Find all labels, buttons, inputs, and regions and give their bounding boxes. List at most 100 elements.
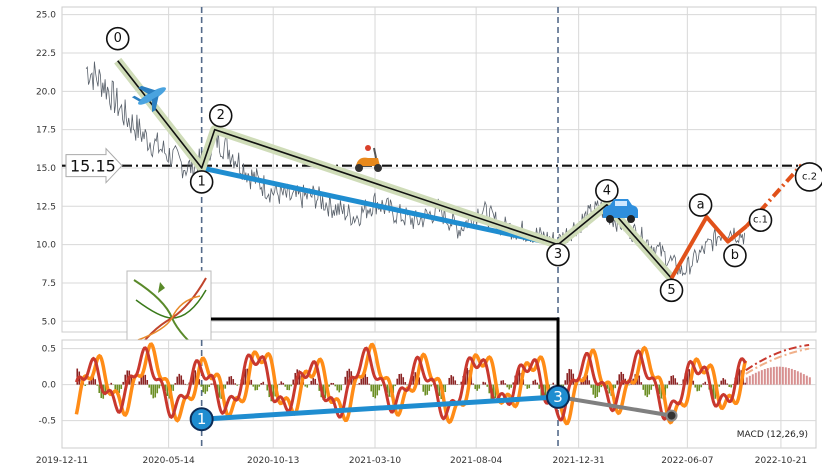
macd-hist-bar [694, 384, 697, 388]
macd-hist-bar [536, 382, 539, 385]
price-grid [62, 7, 816, 332]
macd-hist-bar [340, 384, 343, 391]
macd-hist-bar [726, 383, 729, 385]
macd-hist-bar [522, 379, 525, 385]
macd-hist-bar [336, 384, 339, 391]
x-tick-label: 2020-05-14 [142, 456, 195, 466]
macd-hist-bar [404, 382, 407, 385]
macd-hist-bar-projected [772, 366, 775, 385]
macd-hist-bar [562, 384, 565, 388]
macd-hist-bar [318, 384, 321, 391]
x-axis: 2019-12-11 2020-05-14 2020-10-13 2021-03-10… [36, 456, 807, 466]
wave-label: 1 [198, 174, 206, 189]
macd-hist-bar [146, 379, 149, 385]
macd-hist-bar [714, 384, 717, 399]
macd-hist-bar [472, 383, 475, 385]
macd-hist-bar [600, 384, 603, 388]
price-y-tick-label: 10.0 [36, 241, 56, 251]
macd-hist-bar [198, 379, 201, 385]
macd-hist-bar [494, 384, 497, 399]
macd-hist-bar [640, 382, 643, 385]
macd-projection [745, 344, 810, 372]
price-y-tick-label: 20.0 [36, 87, 56, 97]
macd-hist-bar-projected [763, 369, 766, 385]
macd-hist-bar [586, 375, 589, 385]
macd-hist-bar-projected [751, 374, 754, 385]
macd-hist-bar [590, 384, 593, 388]
macd-panel: -0.50.00.5 13 MACD (12,26,9) [38, 339, 817, 449]
macd-hist-bar [722, 378, 725, 385]
macd-hist-bar [324, 384, 327, 399]
macd-hist-bar [724, 379, 727, 385]
macd-hist-bar [376, 384, 379, 396]
macd-hist-bar [98, 384, 101, 394]
macd-hist-bar [526, 384, 529, 389]
macd-hist-bar [180, 375, 183, 385]
macd-hist-bar [368, 383, 371, 385]
macd-hist-bar [164, 384, 167, 392]
macd-hist-bar [504, 383, 507, 385]
wave-marker [659, 278, 684, 303]
macd-hist-bar [518, 369, 521, 385]
macd-hist-bar [720, 380, 723, 385]
macd-hist-bar [372, 384, 375, 397]
macd-hist-bar [292, 379, 295, 385]
wave-marker [748, 208, 773, 233]
macd-hist-bar [406, 384, 409, 386]
price-y-tick-label: 22.5 [36, 49, 56, 59]
macd-hist-bar [94, 379, 97, 385]
macd-hist-bar [608, 384, 611, 394]
macd-gray-line [557, 394, 672, 418]
macd-hist-bar-projected [769, 367, 772, 385]
macd-hist-bar [728, 384, 731, 387]
macd-hist-bar [732, 383, 735, 385]
macd-hist-bar [614, 384, 617, 389]
macd-hist-bar [380, 384, 383, 387]
macd-hist-bar [744, 382, 747, 385]
macd-hist-bar [328, 384, 331, 387]
macd-hist-bar [364, 373, 367, 385]
macd-hist-bar [452, 376, 455, 385]
wave-point-b: b [723, 243, 747, 268]
macd-hist-bar [718, 384, 721, 387]
macd-hist-bar [110, 382, 113, 385]
macd-hist-bar [314, 378, 317, 385]
macd-hist-bar [138, 381, 141, 385]
macd-hist-bar-projected [775, 366, 778, 385]
correction-line [669, 215, 748, 280]
macd-hist-bar [346, 370, 349, 385]
macd-hist-bar [652, 384, 655, 387]
macd-hist-bar [148, 384, 151, 388]
macd-hist-bar [96, 384, 99, 386]
price-panel: 5.0 7.5 10.0 12.5 15.0 17.5 20.0 22.5 25.0 15.15… [36, 6, 822, 367]
level-arrow [65, 147, 123, 184]
macd-point-3: 3 [546, 384, 571, 409]
macd-y-tick-label: -0.5 [38, 417, 56, 427]
macd-hist-bar [388, 384, 391, 397]
macd-hist-bar [450, 375, 453, 385]
macd-hist-bar [366, 376, 369, 385]
macd-hist-bar-projected [757, 371, 760, 385]
macd-hist-bar [254, 384, 257, 391]
macd-hist-bar [114, 384, 117, 390]
macd-hist-bar [158, 384, 161, 389]
macd-hist-bar-projected [781, 366, 784, 385]
macd-hist-bar [252, 384, 255, 387]
macd-hist-bar [644, 384, 647, 396]
macd-hist-bar [378, 384, 381, 391]
macd-hist-bar-projected [790, 368, 793, 385]
macd-hist-bar [426, 384, 429, 395]
macd-hist-bar [532, 380, 535, 385]
macd-hist-bar [664, 384, 667, 396]
macd-hist-bar [606, 384, 609, 389]
price-y-tick-label: 25.0 [36, 11, 56, 21]
macd-hist-bar [638, 375, 641, 385]
wave-label: 2 [217, 108, 225, 123]
macd-hist-bar [282, 382, 285, 385]
connector-line [211, 317, 560, 386]
macd-hist-bar-projected [808, 377, 811, 385]
macd-hist-bar [208, 384, 211, 387]
macd-hist-bar [362, 374, 365, 385]
macd-hist-bar [374, 384, 377, 399]
